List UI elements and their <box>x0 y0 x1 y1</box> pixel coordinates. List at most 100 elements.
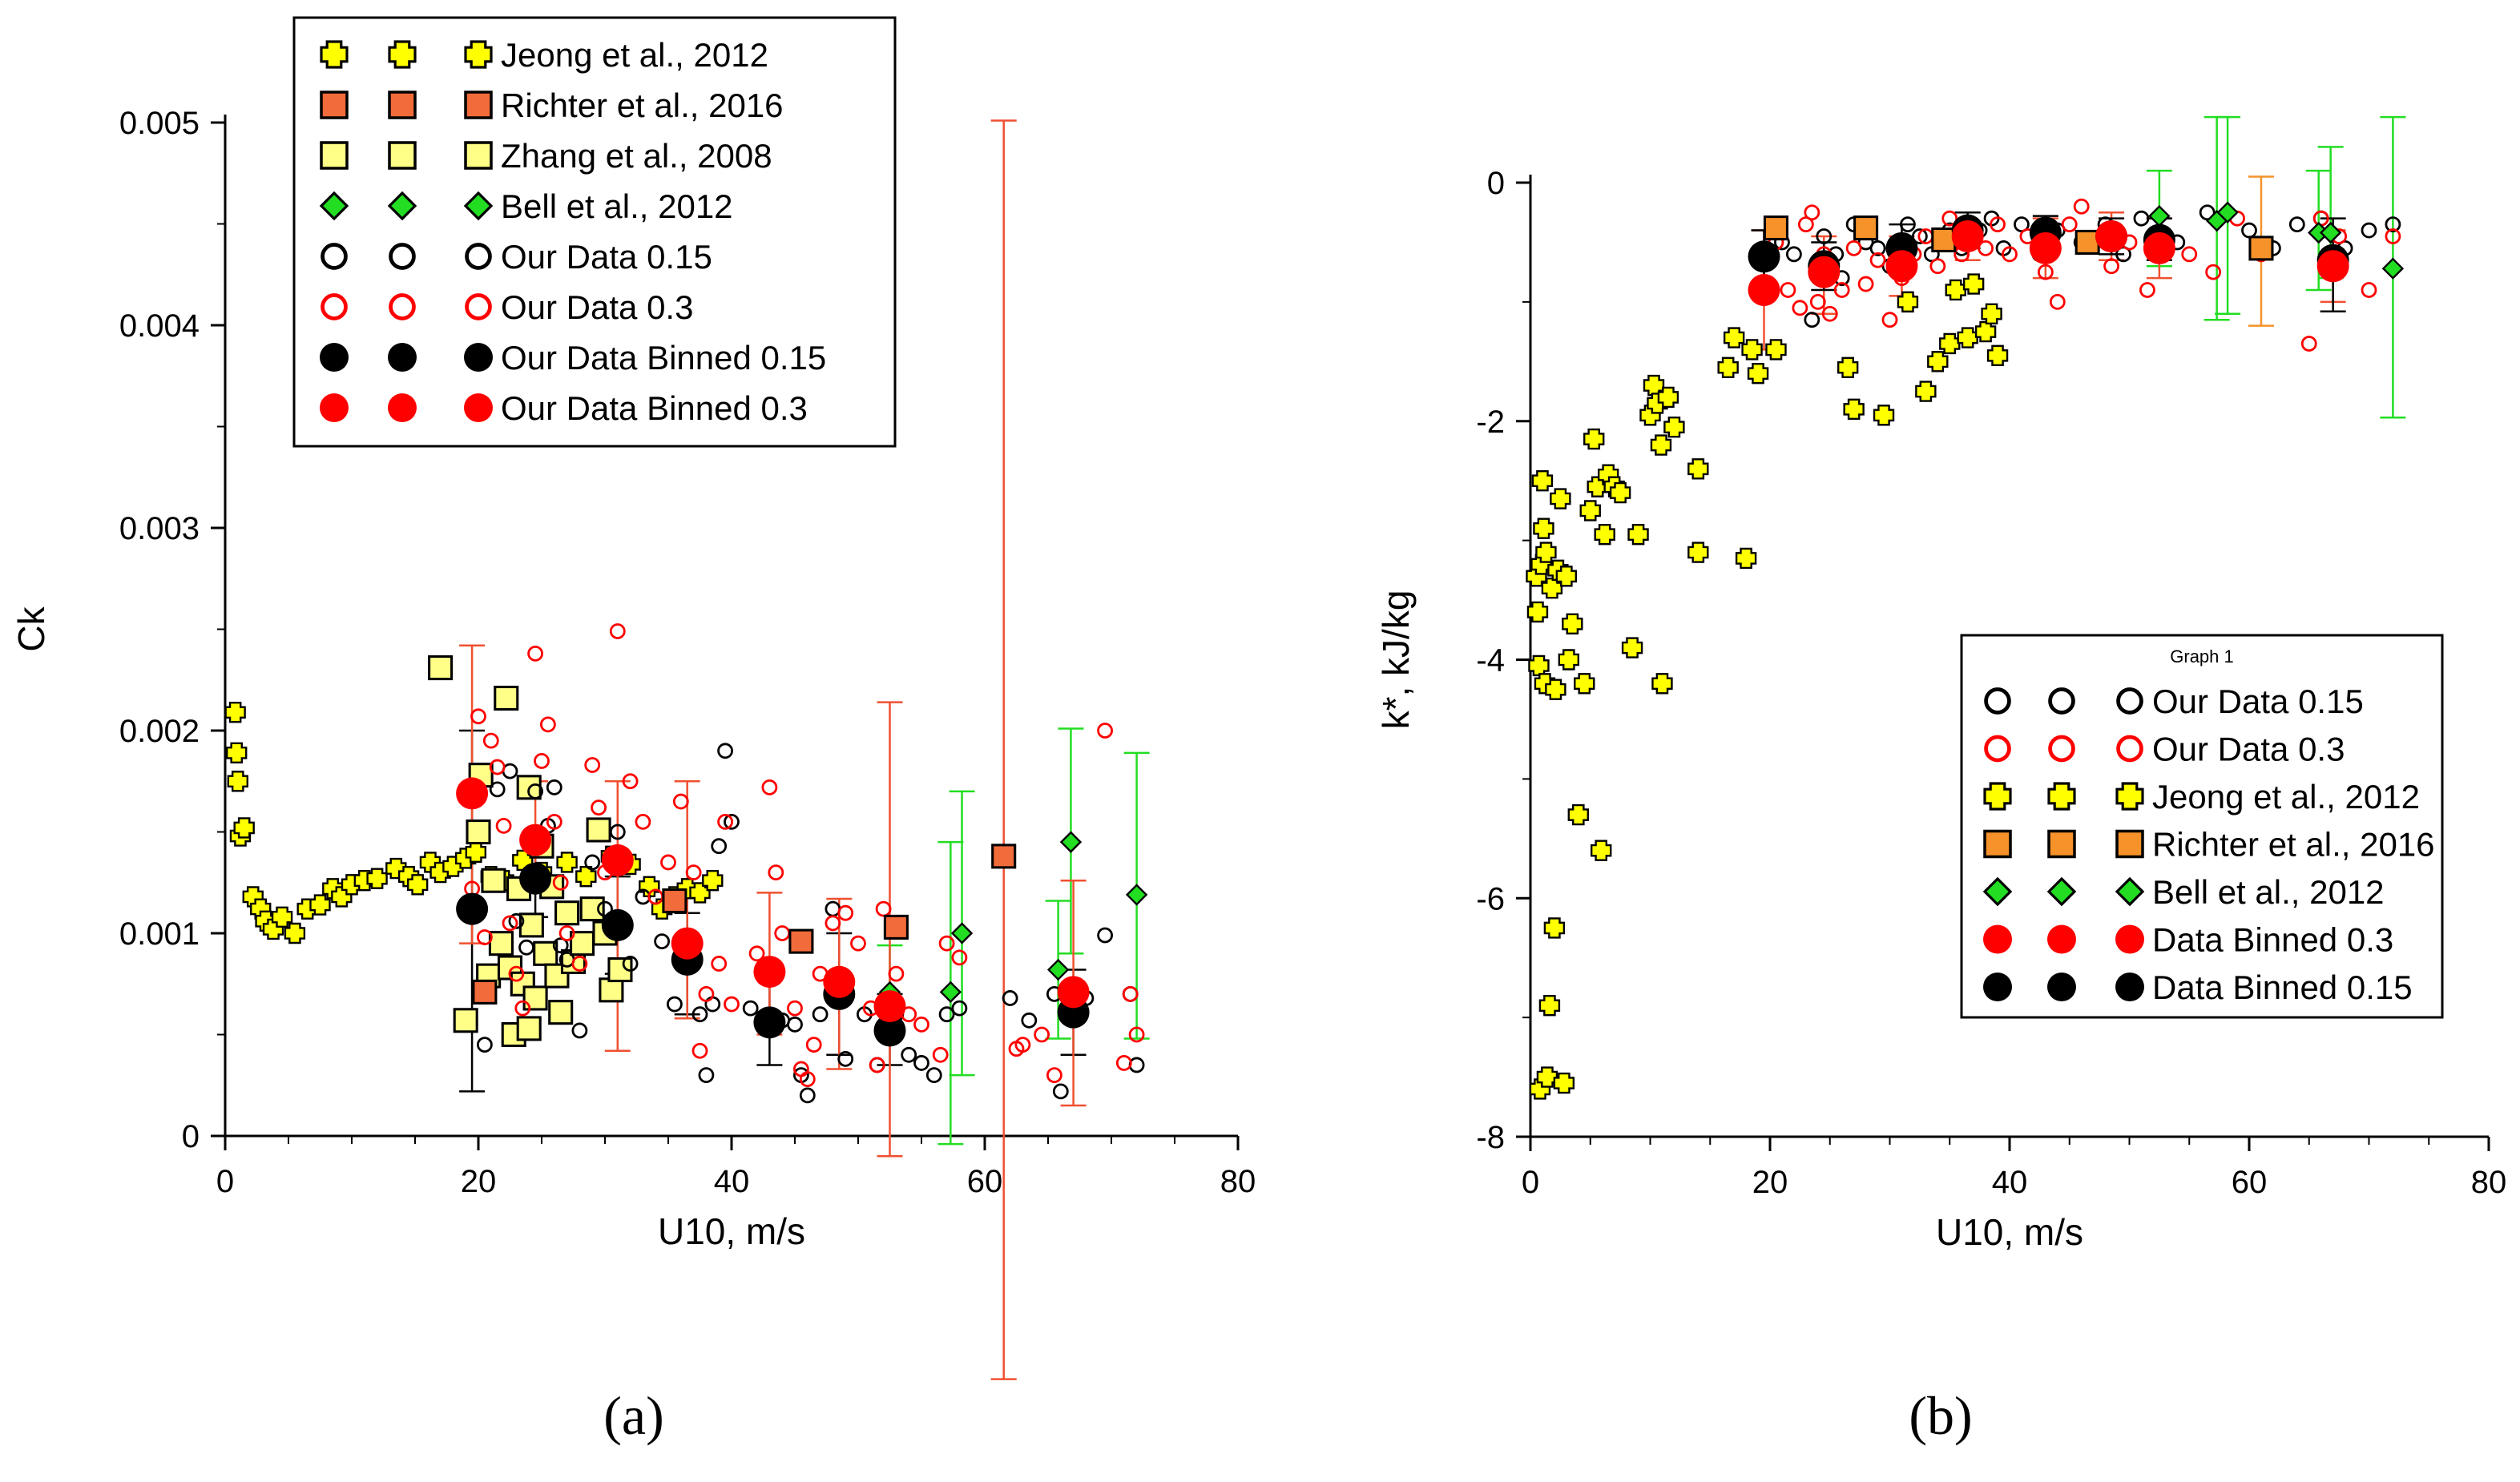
data-point <box>552 937 569 954</box>
data-point <box>2049 293 2066 310</box>
data-point <box>1873 405 1895 426</box>
data-point <box>812 1006 829 1023</box>
data-point <box>704 996 721 1013</box>
data-point <box>1741 339 1763 360</box>
data-point <box>2029 232 2062 264</box>
legend-marker <box>464 343 493 372</box>
data-point <box>1845 240 1862 256</box>
data-point <box>518 912 544 938</box>
series-richter-et-al-2016 <box>472 844 1017 1005</box>
legend-marker <box>2047 924 2076 954</box>
data-point <box>717 813 733 830</box>
data-point <box>1594 523 1615 546</box>
data-point <box>1687 542 1709 563</box>
legend-entry-bell-et-al-2012: Bell et al., 2012 <box>1982 873 2385 911</box>
data-point <box>1538 995 1561 1017</box>
y-axis-label: k*, kJ/kg <box>1375 590 1417 730</box>
data-point <box>2143 232 2175 264</box>
data-point <box>1885 250 1918 283</box>
data-point <box>456 777 489 810</box>
data-point <box>850 935 866 952</box>
legend-marker <box>388 343 417 372</box>
data-point <box>599 977 624 1003</box>
data-point <box>527 783 543 799</box>
data-point <box>1650 434 1672 456</box>
data-point <box>1553 1072 1575 1094</box>
legend-entry-richter-et-al-2016: Richter et al., 2016 <box>320 87 784 124</box>
data-point <box>711 956 728 972</box>
data-point <box>482 732 499 749</box>
data-point <box>1097 927 1113 944</box>
legend-marker <box>321 243 348 270</box>
legend-marker <box>2115 829 2144 859</box>
data-point <box>2361 222 2377 239</box>
panel-label-a: (a) <box>603 1385 663 1446</box>
data-point <box>1843 398 1865 421</box>
data-point <box>428 655 454 681</box>
data-point <box>502 915 518 932</box>
x-tick-label: 80 <box>1220 1164 1256 1199</box>
data-point <box>519 862 552 895</box>
legend-marker <box>2116 687 2143 715</box>
data-point <box>477 929 493 945</box>
x-tick-label: 20 <box>461 1164 497 1199</box>
data-point <box>2103 258 2119 275</box>
y-tick-label: 0 <box>1487 166 1505 201</box>
data-point <box>654 933 670 950</box>
data-point <box>1543 917 1566 939</box>
data-point <box>579 896 605 922</box>
data-point <box>691 1042 708 1059</box>
legend-entry-richter-et-al-2016: Richter et al., 2016 <box>1983 826 2435 864</box>
data-point <box>1059 831 1083 853</box>
data-point <box>2002 246 2018 263</box>
data-point <box>309 894 331 916</box>
data-point <box>601 844 634 876</box>
data-point <box>1809 293 1826 310</box>
legend-marker <box>1983 782 2012 811</box>
data-point <box>556 852 578 873</box>
data-point <box>2248 236 2274 261</box>
data-point <box>938 935 955 952</box>
legend-marker <box>320 141 349 170</box>
y-tick-label: 0.003 <box>119 511 200 546</box>
data-point <box>601 908 634 941</box>
data-point <box>227 771 248 792</box>
data-point <box>1046 958 1070 981</box>
legend-marker <box>464 393 493 422</box>
y-tick-label: -2 <box>1476 405 1505 440</box>
data-point <box>1125 884 1148 906</box>
legend: Jeong et al., 2012 Richter et al., 2016 Zh… <box>292 16 897 448</box>
data-point <box>1531 470 1554 492</box>
data-point <box>1717 356 1739 378</box>
y-tick-label: -8 <box>1476 1120 1505 1155</box>
data-point <box>1833 282 1850 298</box>
data-point <box>753 956 786 989</box>
data-point <box>406 874 429 896</box>
data-point <box>1562 613 1583 635</box>
data-point <box>2061 216 2078 233</box>
data-point <box>788 928 814 954</box>
legend-entry-our-data-0-15: Our Data 0.15 <box>321 238 712 276</box>
legend-label: Our Data 0.15 <box>2152 683 2364 720</box>
legend-label: Richter et al., 2016 <box>2152 826 2435 864</box>
data-point <box>1748 273 1780 306</box>
legend-label: Jeong et al., 2012 <box>2152 778 2420 816</box>
data-point <box>1021 1012 1038 1029</box>
data-point <box>635 813 651 830</box>
data-point <box>883 914 909 940</box>
legend-marker <box>2116 735 2143 763</box>
legend-label: Our Data Binned 0.15 <box>501 339 826 377</box>
data-point <box>609 824 626 840</box>
data-point <box>489 781 506 798</box>
data-point <box>873 1014 906 1047</box>
data-point <box>494 685 519 711</box>
data-point <box>456 892 489 925</box>
legend-marker <box>1984 735 2011 763</box>
data-point <box>518 939 534 956</box>
data-point <box>702 870 724 892</box>
y-tick-label: 0.005 <box>119 106 200 141</box>
legend-entry-bell-et-al-2012: Bell et al., 2012 <box>319 187 733 225</box>
data-point <box>748 945 765 962</box>
data-point <box>1545 679 1566 700</box>
data-point <box>913 1055 929 1071</box>
